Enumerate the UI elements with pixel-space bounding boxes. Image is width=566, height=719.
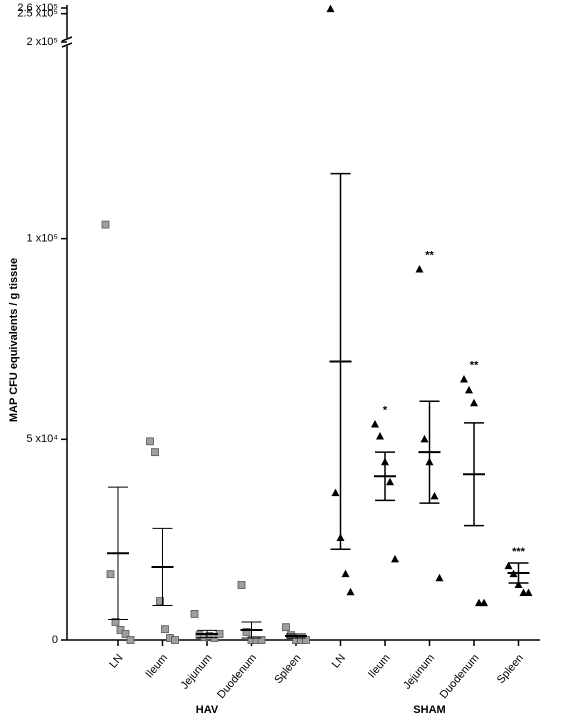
data-point — [465, 385, 473, 394]
data-point — [415, 265, 424, 273]
y-tick-label: 1 x10⁵ — [27, 233, 58, 245]
data-point — [480, 598, 488, 607]
data-point — [470, 398, 478, 407]
data-point — [376, 432, 384, 440]
data-point — [460, 375, 468, 383]
data-point — [111, 618, 120, 626]
x-tick-label: Ileum — [144, 652, 170, 680]
data-point — [514, 580, 523, 589]
data-point — [242, 628, 251, 636]
axis-break — [61, 42, 73, 48]
group-label: SHAM — [413, 704, 445, 716]
data-point — [126, 636, 135, 644]
data-point — [326, 4, 335, 13]
significance: ** — [470, 359, 479, 371]
x-tick-label: Jejunum — [401, 652, 437, 692]
data-point — [257, 636, 266, 644]
x-tick-label: Duodenum — [438, 652, 482, 701]
data-point — [161, 625, 169, 634]
data-point — [282, 623, 290, 632]
data-point — [346, 587, 355, 596]
y-tick-label: 2 x10⁵ — [27, 36, 58, 48]
data-point — [101, 220, 110, 229]
x-tick-label: Spleen — [272, 652, 303, 686]
x-tick-label: Duodenum — [215, 652, 259, 701]
data-point — [237, 581, 246, 589]
data-point — [386, 477, 394, 486]
data-point — [121, 630, 130, 638]
x-tick-label: LN — [107, 652, 125, 671]
x-tick-label: Spleen — [495, 652, 526, 686]
data-point — [151, 448, 159, 457]
x-tick-label: Ileum — [366, 652, 392, 680]
data-point — [116, 626, 125, 634]
data-point — [435, 573, 444, 582]
y-tick-label: 2.6 x10⁵ — [17, 2, 58, 14]
x-tick-label: LN — [330, 652, 348, 671]
data-point — [190, 610, 199, 618]
data-point — [420, 434, 429, 443]
data-point — [156, 597, 164, 605]
data-point — [331, 488, 340, 497]
axis-break — [61, 36, 73, 42]
data-point — [391, 554, 399, 563]
x-tick-label: Jejunum — [179, 652, 215, 692]
y-axis-label: MAP CFU equivalents / g tissue — [8, 258, 20, 422]
data-point — [371, 419, 379, 428]
y-tick-label: 2.5 x10⁵ — [17, 8, 58, 20]
significance: *** — [512, 546, 526, 558]
group-label: HAV — [196, 704, 219, 716]
data-point — [106, 570, 115, 579]
data-point — [524, 588, 533, 597]
significance: ** — [425, 249, 434, 261]
data-point — [430, 491, 439, 500]
significance: * — [383, 404, 388, 416]
y-tick-label: 0 — [52, 634, 58, 646]
data-point — [146, 437, 154, 446]
y-tick-label: 5 x10⁴ — [26, 433, 58, 445]
data-point — [171, 636, 179, 644]
data-point — [504, 561, 513, 570]
data-point — [341, 569, 350, 578]
